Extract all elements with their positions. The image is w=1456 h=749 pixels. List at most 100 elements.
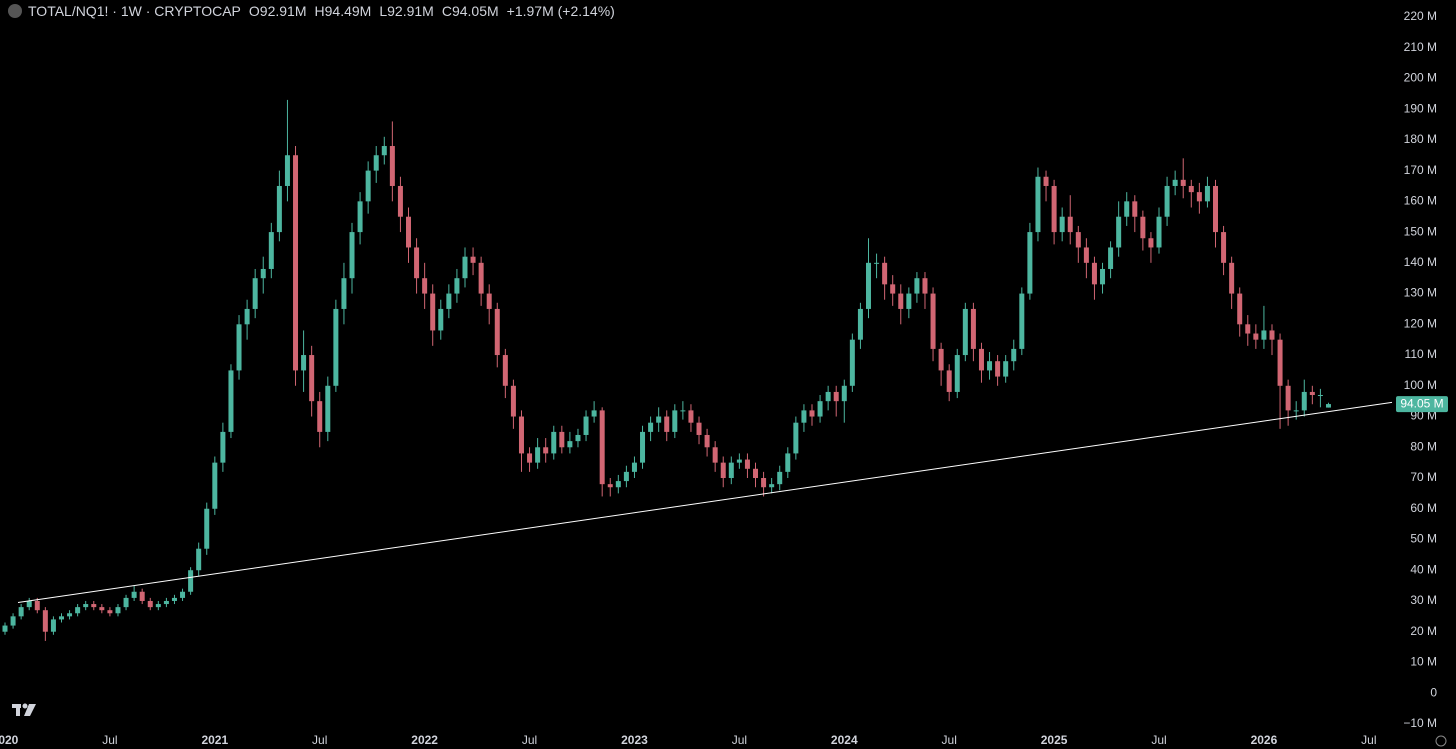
candle-body [535, 447, 541, 463]
candle-body [946, 370, 952, 392]
plot [2, 99, 1331, 641]
candle-body [1148, 238, 1154, 248]
candle-body [389, 146, 395, 186]
candle-body [631, 462, 637, 472]
candle-body [1245, 324, 1251, 334]
candle-body [744, 459, 750, 469]
y-tick-label: 190 M [1404, 101, 1437, 115]
candle-body [1011, 348, 1017, 362]
candle-body [543, 447, 549, 454]
candle-body [123, 597, 129, 608]
candle-body [777, 471, 783, 485]
candle-body [809, 410, 815, 417]
y-tick-label: 100 M [1404, 378, 1437, 392]
candle-body [1301, 391, 1307, 411]
candle-body [1124, 201, 1130, 217]
candle-body [163, 600, 169, 605]
candle-body [906, 293, 912, 309]
candle-body [898, 293, 904, 309]
candle-body [397, 185, 403, 217]
candle-body [454, 278, 460, 294]
y-tick-label: 130 M [1404, 286, 1437, 300]
y-tick-label: 50 M [1410, 532, 1437, 546]
candle-body [34, 600, 40, 611]
candle-body [83, 604, 89, 608]
y-tick-label: 70 M [1410, 470, 1437, 484]
candle-body [978, 348, 984, 371]
candle-body [785, 453, 791, 472]
candle-body [301, 355, 307, 371]
symbol-logo [8, 4, 22, 18]
candle-body [2, 625, 8, 632]
candle-body [438, 308, 444, 331]
candle-body [502, 355, 508, 386]
candle-body [793, 422, 799, 454]
candle-body [938, 348, 944, 371]
y-tick-label: 0 [1430, 685, 1437, 699]
close-value: 94.05M [451, 3, 499, 19]
candle-body [1164, 185, 1170, 217]
candle-body [728, 462, 734, 479]
candle-body [704, 434, 710, 448]
last-price-label: 94.05 M [1400, 396, 1443, 410]
candle-body [284, 155, 290, 186]
candle-body [995, 361, 1001, 377]
candle-body [1317, 395, 1323, 397]
candle-body [1277, 339, 1283, 386]
open-value: 92.91M [259, 3, 307, 19]
candle-body [180, 591, 186, 598]
candle-body [196, 548, 202, 571]
candle-body [75, 607, 81, 614]
candle-body [1035, 176, 1041, 233]
x-tick-label: Jul [732, 733, 747, 747]
candle-body [720, 462, 726, 479]
y-tick-label: 210 M [1404, 40, 1437, 54]
y-tick-label: −10 M [1403, 716, 1437, 730]
candle-body [736, 459, 742, 463]
candle-body [817, 401, 823, 417]
candle-body [430, 293, 436, 331]
candle-body [841, 385, 847, 402]
candle-body [462, 256, 468, 279]
candle-body [406, 216, 411, 248]
candle-body [188, 570, 194, 592]
candle-body [381, 146, 387, 156]
candle-body [1140, 216, 1146, 239]
candle-body [220, 431, 226, 463]
candle-body [954, 355, 960, 392]
candle-body [648, 422, 654, 432]
candle-body [341, 278, 347, 309]
candle-body [131, 591, 137, 598]
y-tick-label: 40 M [1410, 562, 1437, 576]
candle-body [260, 268, 266, 279]
candle-body [252, 278, 258, 309]
candle-body [1043, 176, 1049, 186]
open-key: O [248, 3, 260, 19]
candle-body [1180, 179, 1186, 186]
candle-body [890, 284, 896, 294]
candle-body [268, 232, 274, 269]
candle-body [1059, 216, 1065, 233]
candle-body [1229, 262, 1235, 294]
candle-body [325, 385, 331, 432]
candle-body [1213, 185, 1218, 233]
candle-body [623, 471, 629, 482]
candle-body [567, 441, 573, 448]
x-tick-label: Jul [1151, 733, 1166, 747]
candle-body [349, 232, 355, 279]
candle-body [204, 508, 210, 549]
candle-body [171, 597, 177, 601]
candle-body [527, 453, 533, 463]
candle-body [26, 600, 32, 608]
candle-body [244, 308, 250, 325]
candle-body [510, 385, 516, 417]
x-tick-label: 2022 [411, 733, 438, 747]
candle-body [930, 293, 936, 349]
candle-body [99, 607, 105, 611]
candle-body [1237, 293, 1243, 325]
settings-icon[interactable] [1435, 735, 1447, 747]
last-price-box [1396, 396, 1448, 413]
candle-body [1325, 404, 1331, 408]
